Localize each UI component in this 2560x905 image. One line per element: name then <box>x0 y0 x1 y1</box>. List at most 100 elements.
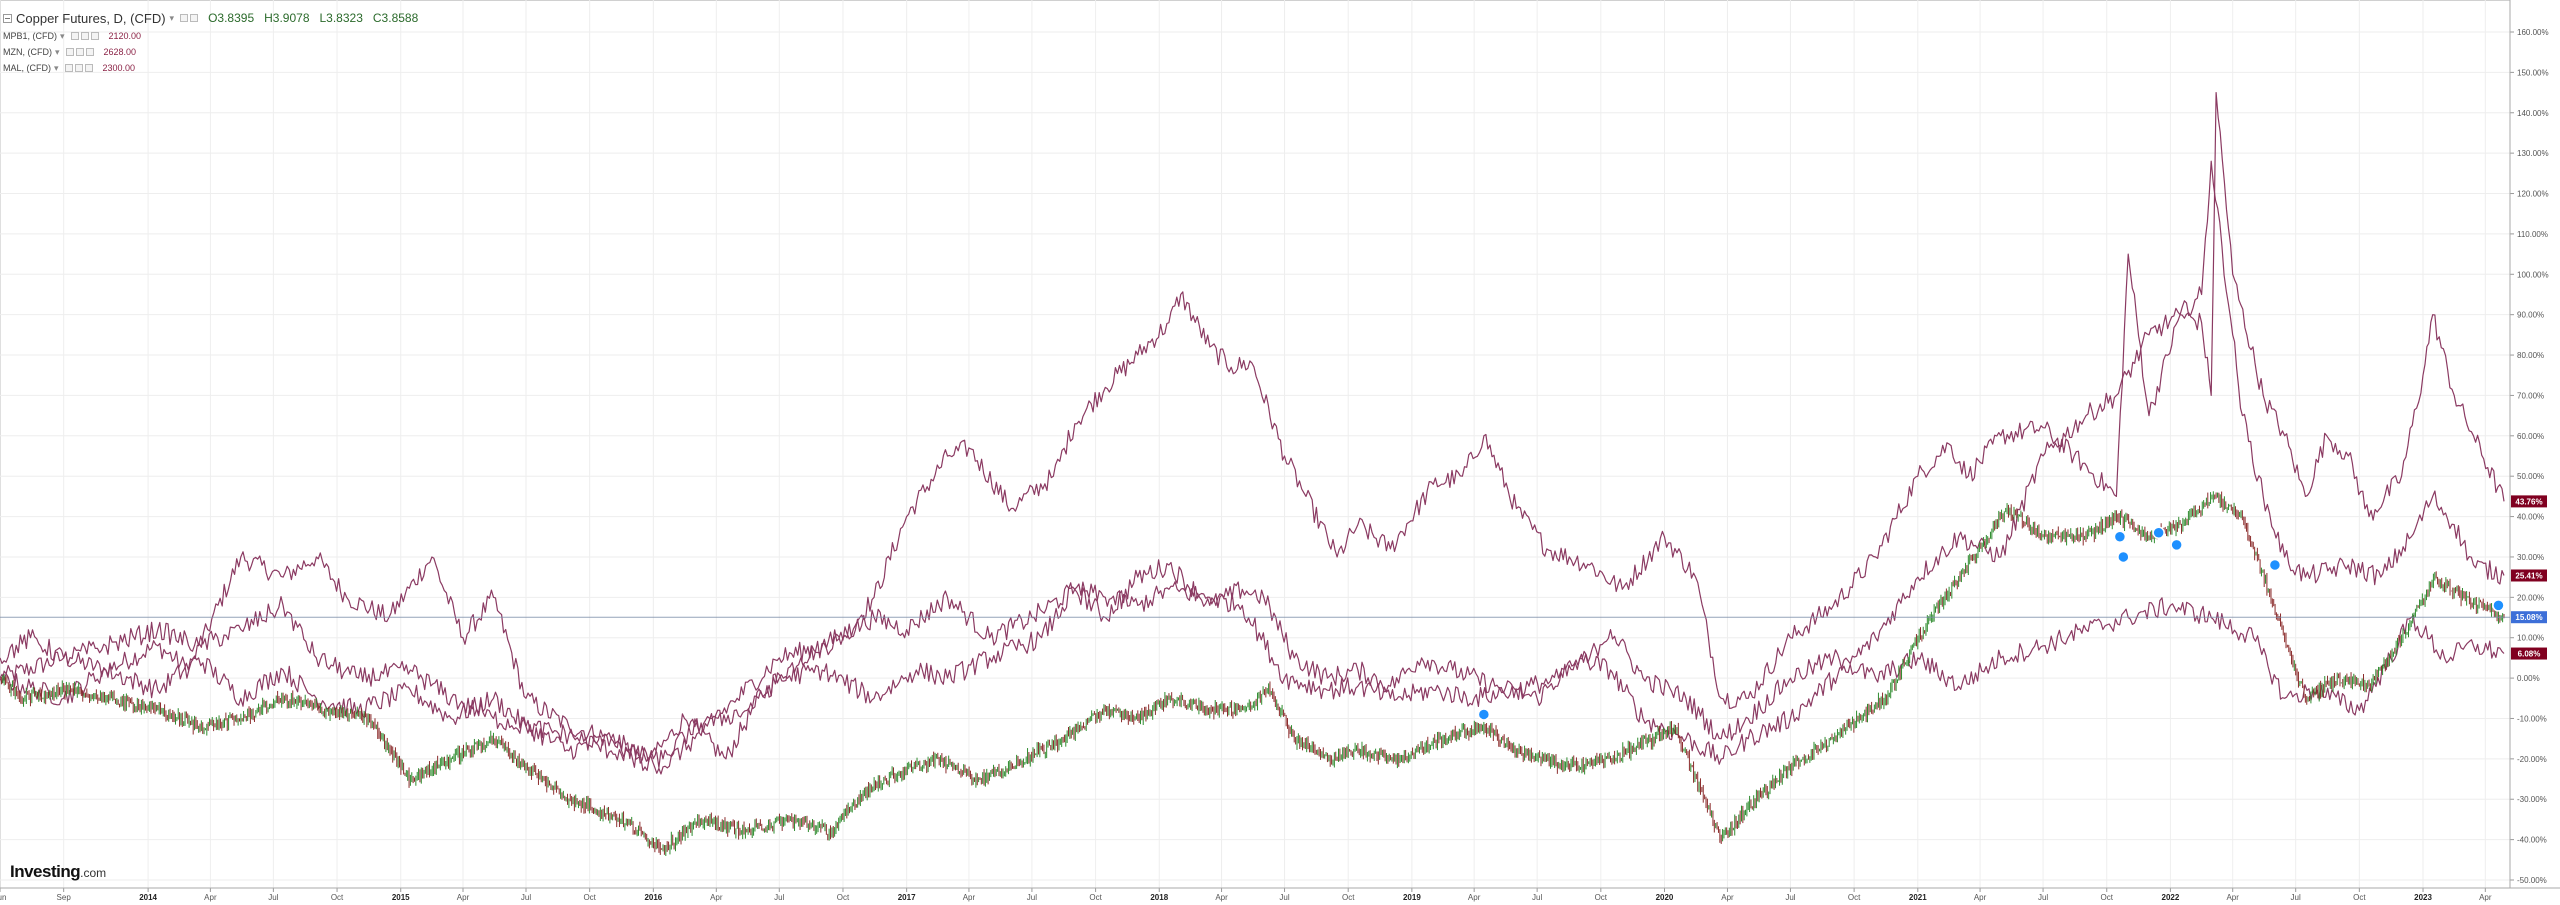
close-icon[interactable] <box>85 48 94 56</box>
chevron-down-icon[interactable]: ▾ <box>55 46 60 57</box>
y-tick-label: 0.00% <box>2517 674 2540 683</box>
y-tick-label: 160.00% <box>2517 28 2549 37</box>
x-tick-label: 2016 <box>644 893 662 902</box>
x-tick-label: Jul <box>2291 893 2301 902</box>
series-line-nickel <box>0 92 2505 772</box>
series-line-tin <box>0 160 2505 775</box>
comparison-symbol[interactable]: MZN, (CFD) <box>3 47 52 57</box>
x-tick-label: Jul <box>2038 893 2048 902</box>
event-marker-icon[interactable] <box>2268 558 2282 572</box>
y-tick-label: 130.00% <box>2517 149 2549 158</box>
x-tick-label: Jul <box>1279 893 1289 902</box>
x-tick-label: 2019 <box>1403 893 1421 902</box>
y-tick-label: 40.00% <box>2517 513 2544 522</box>
x-tick-label: Apr <box>2479 893 2492 902</box>
last-value-label-tin: 25.41% <box>2515 571 2542 580</box>
y-tick-label: 150.00% <box>2517 68 2549 77</box>
y-tick-label: 90.00% <box>2517 311 2544 320</box>
legend: Copper Futures, D, (CFD) ▾ O3.8395 H3.90… <box>3 8 428 76</box>
last-value-badge-nickel <box>2511 495 2547 508</box>
x-tick-label: Apr <box>710 893 723 902</box>
x-tick-label: Jul <box>521 893 531 902</box>
logo-brand: Investing <box>10 862 81 881</box>
event-marker-icon[interactable] <box>2170 538 2183 552</box>
eye-icon[interactable] <box>65 48 74 56</box>
chevron-down-icon[interactable]: ▾ <box>54 62 59 73</box>
close-icon[interactable] <box>90 32 99 40</box>
comparison-symbol[interactable]: MPB1, (CFD) <box>3 31 57 41</box>
eye-icon[interactable] <box>64 64 73 72</box>
x-tick-label: Apr <box>1468 893 1481 902</box>
close-icon[interactable] <box>190 14 199 22</box>
x-tick-label: Apr <box>963 893 976 902</box>
comparison-buttons <box>64 64 95 72</box>
y-tick-label: -20.00% <box>2517 755 2547 764</box>
y-tick-label: 10.00% <box>2517 634 2544 643</box>
y-tick-label: -50.00% <box>2517 876 2547 885</box>
x-tick-label: Oct <box>583 893 596 902</box>
comparison-value: 2300.00 <box>102 63 136 73</box>
close-icon[interactable] <box>84 64 93 72</box>
logo-suffix: .com <box>80 866 107 880</box>
grid-lines <box>0 0 2511 889</box>
settings-icon[interactable] <box>80 32 89 40</box>
x-tick-label: Sep <box>57 893 72 902</box>
event-marker-icon[interactable] <box>2117 550 2130 564</box>
settings-icon[interactable] <box>74 64 83 72</box>
event-marker-icon[interactable] <box>2152 526 2165 539</box>
comparison-symbol[interactable]: MAL, (CFD) <box>3 63 51 73</box>
close-value: C3.8588 <box>372 11 419 25</box>
event-markers[interactable] <box>1477 526 2505 721</box>
comparison-buttons <box>70 32 101 40</box>
event-marker-icon[interactable] <box>2492 599 2505 612</box>
y-tick-label: 30.00% <box>2517 553 2544 562</box>
legend-comparison-row: MPB1, (CFD) ▾ 2120.00 <box>3 28 428 44</box>
x-tick-label: Oct <box>1342 893 1355 902</box>
legend-main-row: Copper Futures, D, (CFD) ▾ O3.8395 H3.90… <box>3 8 428 28</box>
comparison-value: 2120.00 <box>108 31 142 41</box>
y-tick-label: -40.00% <box>2517 836 2547 845</box>
y-tick-label: 50.00% <box>2517 472 2544 481</box>
main-symbol-title[interactable]: Copper Futures, D, (CFD) <box>16 10 166 26</box>
high-value: H3.9078 <box>264 11 310 25</box>
copper-candles <box>0 491 2505 856</box>
x-tick-label: Oct <box>837 893 850 902</box>
chevron-down-icon[interactable]: ▾ <box>169 12 175 23</box>
x-tick-label: Apr <box>204 893 217 902</box>
last-value-label-copper: 15.08% <box>2515 613 2542 622</box>
x-tick-label: Apr <box>1721 893 1734 902</box>
collapse-icon[interactable] <box>3 13 12 23</box>
event-marker-icon[interactable] <box>2113 530 2127 544</box>
main-buttons <box>180 14 200 22</box>
x-tick-label: Oct <box>1089 893 1102 902</box>
legend-comparison-row: MZN, (CFD) ▾ 2628.00 <box>3 44 428 60</box>
last-value-badge-tin <box>2511 569 2547 582</box>
x-tick-label: Oct <box>2101 893 2114 902</box>
last-value-label-lead: 6.08% <box>2518 650 2541 659</box>
settings-icon[interactable] <box>180 14 189 22</box>
settings-icon[interactable] <box>75 48 84 56</box>
y-tick-label: 140.00% <box>2517 109 2549 118</box>
y-tick-label: -10.00% <box>2517 714 2547 723</box>
x-tick-label: 2017 <box>898 893 916 902</box>
y-tick-label: 110.00% <box>2517 230 2548 239</box>
x-tick-label: 2023 <box>2414 893 2432 902</box>
y-tick-label: 80.00% <box>2517 351 2544 360</box>
x-tick-label: Jul <box>774 893 784 902</box>
x-tick-label: Apr <box>457 893 470 902</box>
chevron-down-icon[interactable]: ▾ <box>60 30 65 41</box>
x-tick-label: Jul <box>1532 893 1542 902</box>
investing-logo[interactable]: Investing.com <box>10 862 106 882</box>
event-marker-icon[interactable] <box>1477 708 1491 721</box>
x-tick-label: 2014 <box>139 893 157 902</box>
series-layer <box>0 92 2505 775</box>
y-tick-label: 100.00% <box>2517 270 2549 279</box>
eye-icon[interactable] <box>70 32 79 40</box>
x-tick-label: Oct <box>331 893 344 902</box>
comparison-buttons <box>65 48 96 56</box>
series-line-lead <box>0 581 2505 769</box>
x-tick-label: 2022 <box>2162 893 2180 902</box>
y-tick-label: 120.00% <box>2517 190 2549 199</box>
x-tick-label: 2018 <box>1150 893 1168 902</box>
